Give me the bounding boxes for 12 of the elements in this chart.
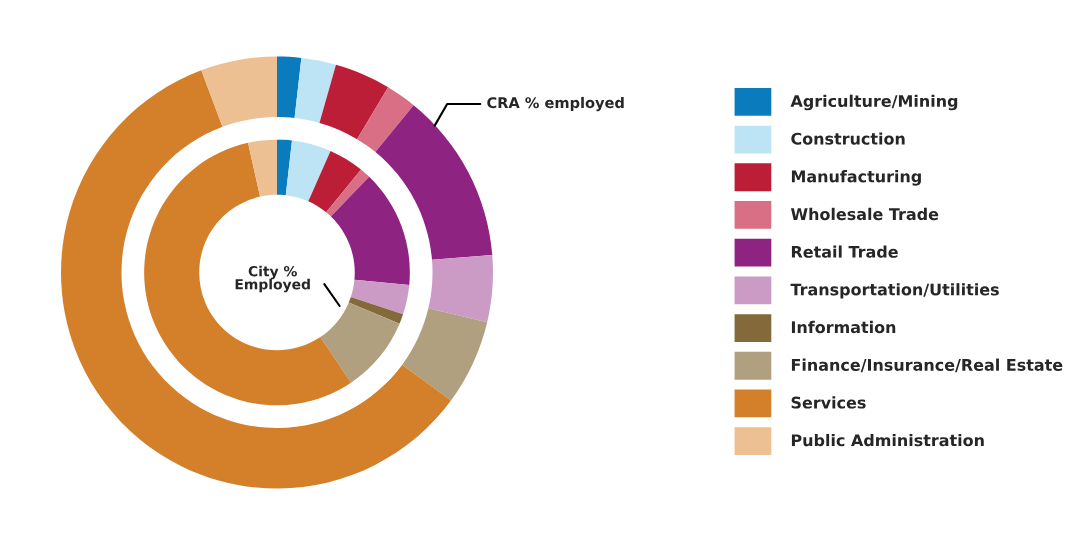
- legend-label: Retail Trade: [791, 245, 898, 258]
- legend-label: Agriculture/Mining: [790, 94, 958, 111]
- slice-label: CRA % employed: [487, 96, 624, 112]
- legend-label: Public Administration: [791, 433, 984, 447]
- legend-label: Wholesale Trade: [790, 207, 939, 221]
- legend-label: Information: [791, 320, 896, 334]
- slice-label: City % Employed: [235, 265, 310, 293]
- legend-label: Manufacturing: [791, 170, 921, 186]
- legend-label: Construction: [791, 132, 905, 145]
- legend-label: Finance/Insurance/Real Estate: [791, 358, 1063, 373]
- legend-label: Services: [791, 396, 866, 409]
- legend-label: Transportation/Utilities: [790, 283, 999, 299]
